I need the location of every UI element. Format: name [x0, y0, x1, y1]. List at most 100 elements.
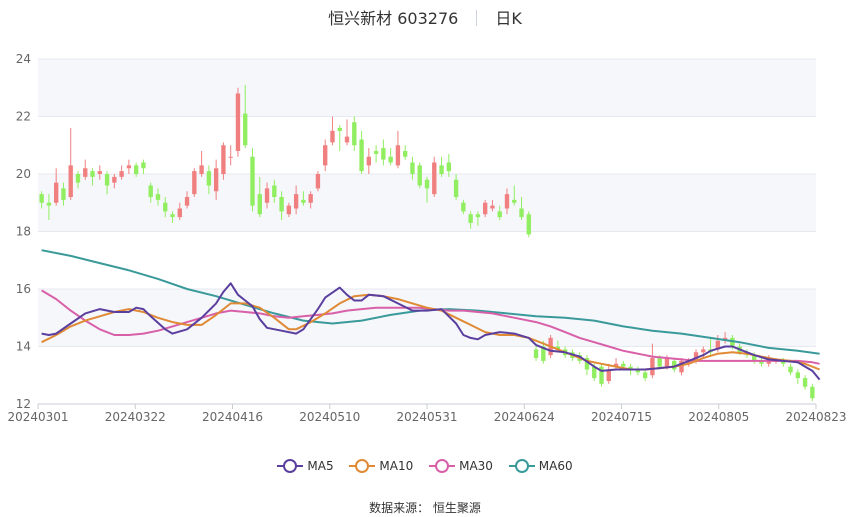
candle-down	[155, 194, 161, 200]
candle-up	[293, 194, 299, 209]
candle-down	[337, 128, 342, 131]
candle-up	[213, 168, 219, 192]
candle-up	[504, 194, 510, 209]
x-tick-label: 20240301	[7, 410, 68, 424]
x-tick-label: 20240531	[396, 410, 457, 424]
chart-title: 恒兴新材 603276 日K	[0, 5, 850, 29]
legend-item-ma10[interactable]: MA10	[349, 459, 413, 473]
x-tick-label: 20240715	[591, 410, 652, 424]
candle-down	[461, 202, 466, 212]
ma5-line	[41, 282, 821, 381]
candle-down	[133, 165, 139, 174]
candle-down	[468, 214, 473, 223]
y-tick-label: 14	[16, 340, 31, 354]
grid-band	[38, 289, 816, 347]
candle-down	[795, 372, 801, 379]
candle-up	[432, 162, 437, 195]
candle-down	[170, 214, 175, 218]
candle-down	[163, 202, 168, 212]
candle-up	[650, 358, 655, 376]
legend-item-ma5[interactable]: MA5	[277, 459, 334, 473]
candle-up	[686, 360, 691, 364]
candle-down	[75, 174, 81, 183]
candle-down	[373, 151, 379, 154]
candle-down	[46, 202, 52, 206]
candle-up	[221, 145, 226, 174]
candle-down	[446, 162, 451, 172]
candle-up	[126, 165, 132, 169]
y-tick-label: 20	[16, 167, 31, 181]
title-separator	[476, 10, 478, 26]
candle-up	[308, 194, 313, 203]
candle-down	[512, 199, 517, 203]
candle-up	[53, 182, 59, 203]
candle-up	[693, 352, 699, 361]
candle-down	[90, 171, 95, 177]
candle-up	[119, 171, 124, 177]
candle-down	[519, 208, 524, 218]
candle-up	[199, 165, 204, 174]
x-tick-label: 20240823	[785, 410, 846, 424]
candle-down	[272, 185, 277, 197]
candle-up	[366, 156, 372, 166]
legend-label-ma60: MA60	[538, 459, 573, 473]
x-tick-label: 20240624	[494, 410, 555, 424]
candle-down	[410, 162, 415, 174]
candle-up	[68, 165, 73, 197]
candle-down	[206, 171, 212, 186]
candlestick-chart: 12 14 16 18 20 22 24 20240301 20240322 20240416 20…	[7, 52, 846, 424]
candle-down	[475, 214, 481, 218]
candle-up	[664, 358, 670, 367]
candle-up	[264, 188, 270, 203]
candle-down	[810, 386, 815, 399]
candle-up	[679, 360, 684, 373]
candle-down	[592, 366, 597, 379]
ma10-legend-icon	[349, 459, 376, 473]
y-tick-label: 18	[16, 225, 31, 239]
candle-down	[61, 188, 66, 200]
candle-down	[141, 162, 146, 169]
ma10-line	[41, 293, 820, 371]
candle-down	[672, 360, 677, 370]
candle-down	[417, 165, 422, 186]
candle-down	[642, 372, 648, 379]
y-tick-label: 12	[16, 397, 31, 411]
candle-down	[104, 174, 110, 186]
candle-down	[533, 349, 539, 358]
candle-up	[323, 145, 328, 166]
legend-item-ma60[interactable]: MA60	[508, 459, 573, 473]
y-tick-label: 22	[16, 110, 31, 124]
candle-up	[482, 202, 488, 215]
candle-down	[257, 194, 262, 215]
y-tick-label: 24	[16, 52, 31, 66]
candle-down	[301, 199, 306, 203]
candle-up	[395, 145, 401, 166]
x-tick-label: 20240805	[688, 410, 749, 424]
candle-up	[490, 205, 495, 209]
candle-up	[112, 176, 117, 183]
candle-up	[184, 197, 190, 206]
candle-down	[39, 194, 44, 203]
candle-down	[628, 366, 633, 370]
legend-item-ma30[interactable]: MA30	[429, 459, 493, 473]
candle-down	[439, 165, 444, 174]
y-tick-label: 16	[16, 282, 31, 296]
grid-band	[38, 59, 816, 117]
candle-up	[606, 369, 611, 381]
candle-up	[97, 171, 102, 174]
candle-down	[279, 197, 284, 212]
ma30-legend-icon	[429, 459, 456, 473]
candle-down	[359, 139, 364, 172]
x-tick-label: 20240510	[299, 410, 360, 424]
candle-down	[541, 346, 546, 361]
candle-down	[788, 366, 793, 373]
data-source: 数据来源： 恒生聚源	[369, 501, 481, 515]
candle-down	[497, 211, 502, 218]
candle-down	[802, 378, 808, 387]
stock-title: 恒兴新材 603276	[328, 9, 459, 28]
x-tick-label: 20240322	[105, 410, 166, 424]
candle-up	[286, 205, 292, 215]
candle-down	[599, 366, 604, 384]
legend-label-ma10: MA10	[379, 459, 414, 473]
candle-up	[613, 363, 619, 367]
